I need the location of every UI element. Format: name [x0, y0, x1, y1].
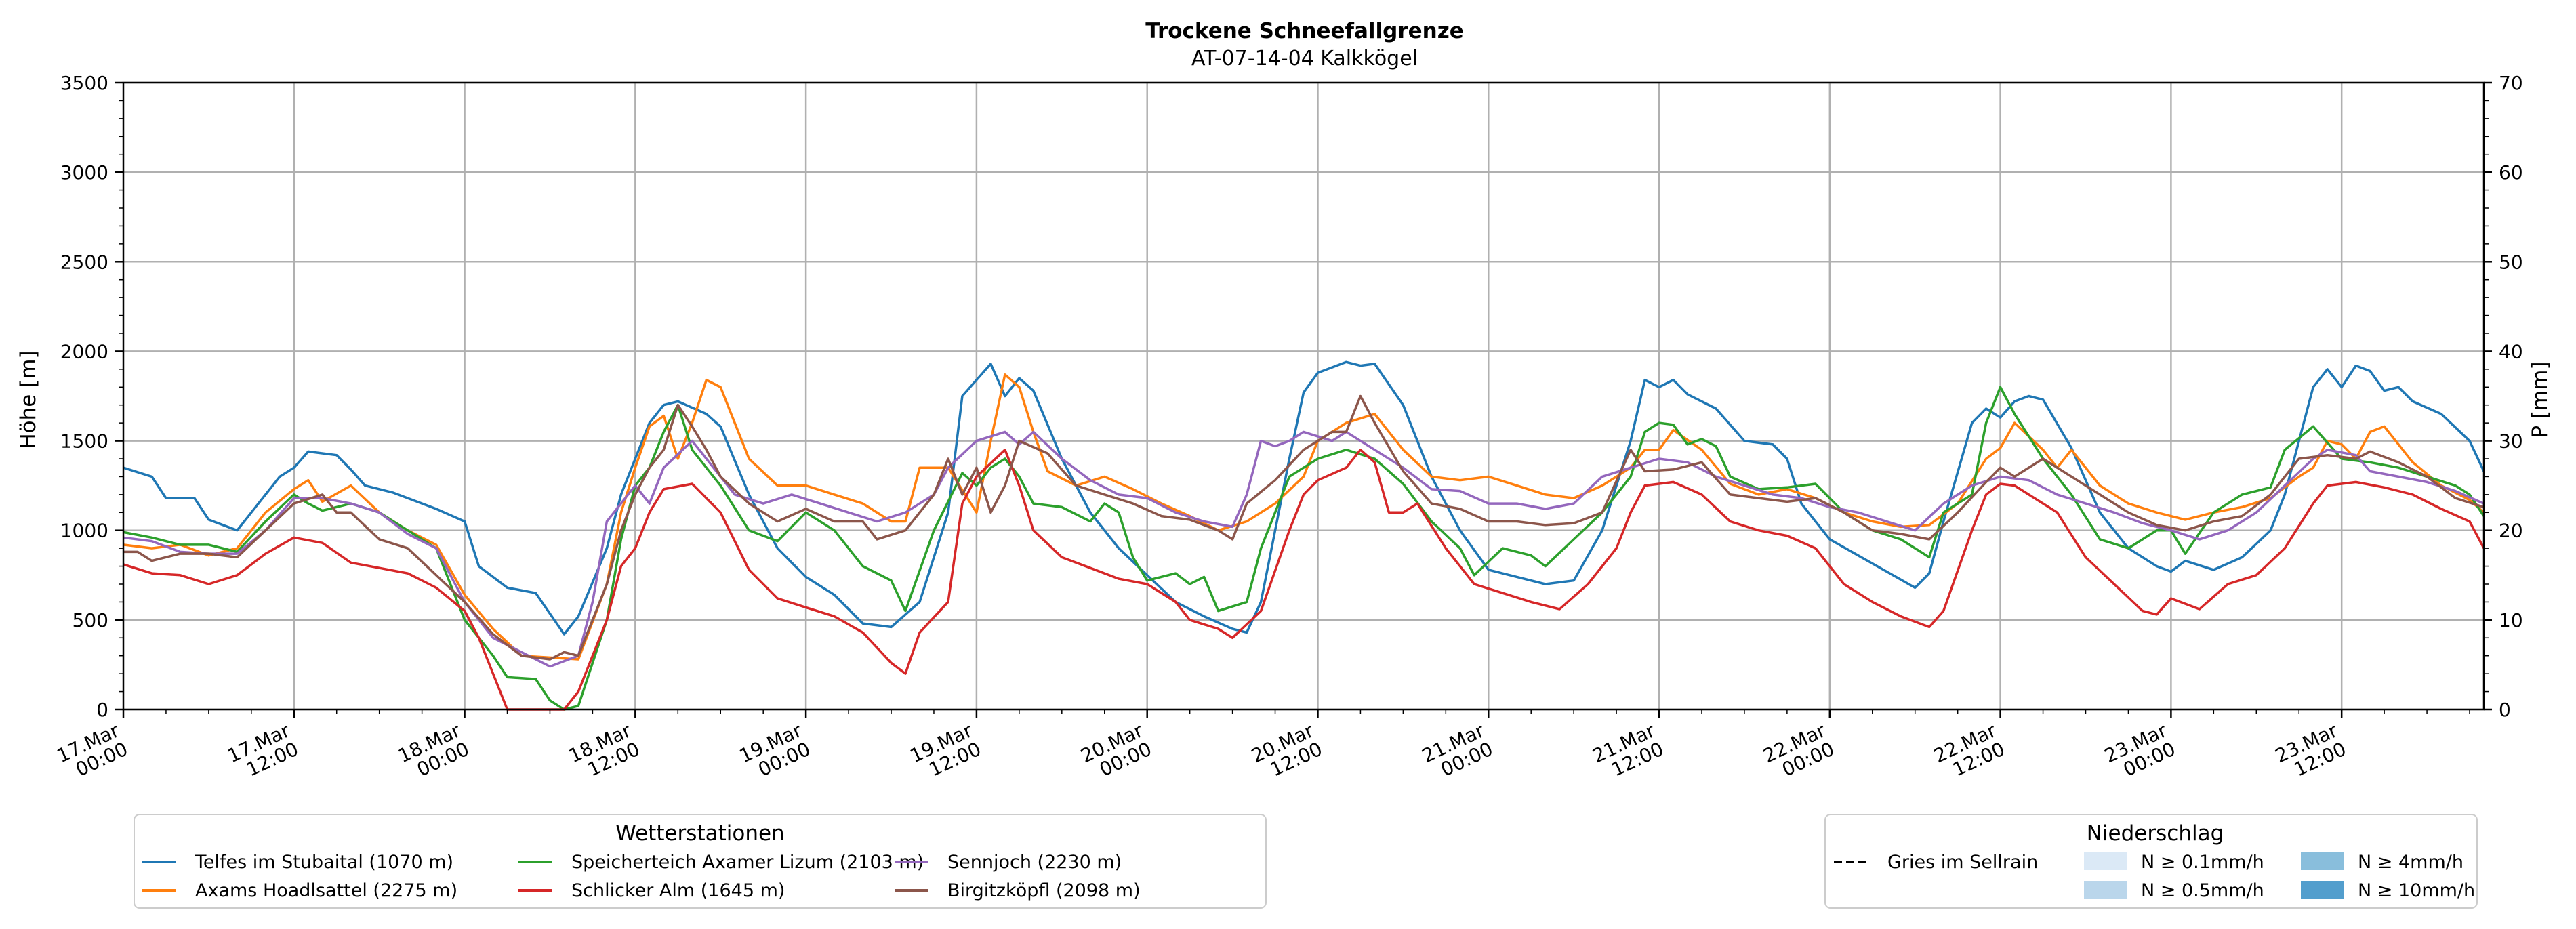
- legend-label-2: Axams Hoadlsattel (2275 m): [195, 880, 457, 901]
- legend-label-3: Speicherteich Axamer Lizum (2103 m): [571, 852, 924, 873]
- precip-legend-entries: N ≥ 0.1mm/h N ≥ 0.5mm/h N ≥ 4mm/h N ≥ 10mm/…: [2084, 852, 2475, 901]
- y-tick-label: 3000: [60, 161, 108, 184]
- legend-label-5: Sennjoch (2230 m): [947, 852, 1122, 873]
- y-tick-label: 0: [96, 699, 108, 721]
- y2-tick-label: 50: [2499, 251, 2523, 273]
- y-tick-label: 2500: [60, 251, 108, 273]
- y-tick-label: 3500: [60, 72, 108, 94]
- precip-legend-title: Niederschlag: [2087, 821, 2224, 846]
- precip-label-4: N ≥ 10mm/h: [2358, 880, 2475, 901]
- y-tick-labels: 0 500 1000 1500 2000 2500 3000 3500: [60, 72, 108, 721]
- stations-legend-frame: [134, 814, 1267, 909]
- axis-ticks: [115, 81, 2492, 718]
- stations-legend-title: Wetterstationen: [615, 821, 784, 846]
- legend-label-1: Telfes im Stubaital (1070 m): [195, 852, 453, 873]
- precip-legend-series-name: Gries im Sellrain: [1887, 852, 2038, 873]
- y2-tick-label: 70: [2499, 72, 2523, 94]
- legend-label-6: Birgitzköpfl (2098 m): [947, 880, 1141, 901]
- precip-label-3: N ≥ 4mm/h: [2358, 852, 2463, 873]
- precip-swatch-4: [2301, 881, 2344, 899]
- stations-legend-entries: Telfes im Stubaital (1070 m) Axams Hoadls…: [142, 852, 1141, 901]
- series-line-5: [123, 430, 2485, 668]
- precip-label-2: N ≥ 0.5mm/h: [2141, 880, 2264, 901]
- y-tick-label: 2000: [60, 340, 108, 363]
- precip-swatch-3: [2301, 852, 2344, 870]
- y2-tick-label: 60: [2499, 161, 2523, 184]
- y-tick-label: 1500: [60, 430, 108, 453]
- y2-tick-label: 0: [2499, 699, 2511, 721]
- y-axis-label: Höhe [m]: [16, 350, 41, 449]
- series-line-3: [123, 386, 2485, 711]
- y2-tick-labels: 0 10 20 30 40 50 60 70: [2499, 72, 2523, 721]
- chart-subtitle: AT-07-14-04 Kalkkögel: [1191, 47, 1418, 70]
- precip-swatch-1: [2084, 852, 2127, 870]
- y-tick-label: 500: [73, 609, 108, 632]
- precip-label-1: N ≥ 0.1mm/h: [2141, 852, 2264, 873]
- y2-tick-label: 20: [2499, 520, 2523, 542]
- series-line-6: [123, 394, 2485, 661]
- precip-legend: Niederschlag Gries im Sellrain N ≥ 0.1mm…: [1824, 814, 2478, 909]
- y2-tick-label: 40: [2499, 340, 2523, 363]
- chart-title: Trockene Schneefallgrenze: [1145, 19, 1464, 43]
- y-tick-label: 1000: [60, 520, 108, 542]
- y2-axis-label: P [mm]: [2528, 361, 2552, 438]
- y2-tick-label: 10: [2499, 609, 2523, 632]
- series-line-1: [123, 360, 2485, 636]
- plot-frame: [122, 81, 2485, 711]
- stations-legend: Wetterstationen Telfes im Stubaital (107…: [134, 814, 1267, 909]
- legend-label-4: Schlicker Alm (1645 m): [571, 880, 785, 901]
- y2-tick-label: 30: [2499, 430, 2523, 453]
- precip-swatch-2: [2084, 881, 2127, 899]
